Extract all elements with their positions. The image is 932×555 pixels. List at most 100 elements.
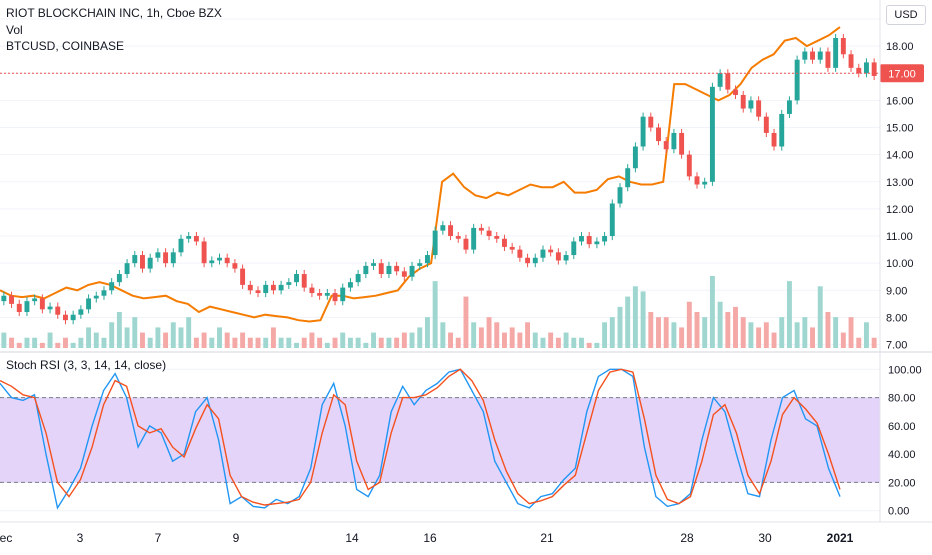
volume-bar — [332, 337, 338, 348]
volume-bar — [1, 332, 7, 348]
candle-body — [378, 263, 384, 275]
candle-body — [47, 306, 53, 310]
volume-bar — [810, 327, 815, 348]
volume-legend[interactable]: Vol — [6, 23, 23, 37]
price-tick-label: 11.00 — [886, 231, 913, 243]
candle-body — [309, 287, 315, 294]
candle-body — [440, 225, 446, 231]
candle-body — [55, 306, 61, 315]
currency-button[interactable]: USD — [886, 5, 926, 25]
candlesticks — [1, 33, 877, 325]
candle-body — [132, 255, 138, 264]
candle-body — [748, 100, 754, 109]
candle-body — [756, 100, 762, 117]
candle-body — [563, 255, 569, 261]
volume-bar — [224, 332, 230, 348]
volume-bar — [193, 337, 199, 348]
volume-bar — [494, 322, 500, 348]
volume-bar — [440, 322, 446, 348]
volume-bar — [540, 337, 546, 348]
chart-title[interactable]: RIOT BLOCKCHAIN INC, 1h, Cboe BZX — [6, 6, 222, 20]
volume-bar — [625, 296, 631, 348]
candle-body — [78, 309, 84, 315]
time-tick-label: 7 — [155, 531, 162, 545]
time-tick-label: 21 — [540, 531, 554, 545]
volume-bar — [486, 317, 492, 348]
volume-bar — [317, 337, 323, 348]
candle-body — [332, 293, 338, 302]
candle-body — [609, 203, 615, 237]
volume-bar — [170, 322, 176, 348]
volume-bar — [255, 337, 261, 348]
candle-body — [355, 274, 361, 283]
candle-body — [24, 301, 30, 313]
time-tick-label: 2021 — [827, 531, 854, 545]
volume-bar — [347, 337, 353, 348]
volume-bar — [825, 312, 831, 348]
candle-body — [579, 236, 584, 242]
candle-body — [502, 238, 507, 247]
candle-body — [871, 62, 877, 76]
candle-body — [286, 282, 292, 285]
candle-body — [702, 181, 708, 185]
volume-bar — [817, 286, 823, 348]
price-tick-label: 13.00 — [886, 177, 914, 189]
candle-body — [140, 255, 145, 269]
volume-bar — [871, 337, 877, 348]
candle-body — [525, 257, 531, 264]
candle-body — [224, 257, 230, 264]
time-tick-label: 28 — [680, 531, 694, 545]
candle-body — [686, 154, 692, 177]
price-tick-label: 10.00 — [886, 258, 914, 270]
candle-body — [270, 284, 276, 291]
volume-bar — [733, 306, 738, 348]
volume-bar — [340, 332, 346, 348]
volume-bar — [278, 337, 284, 348]
candle-body — [240, 268, 246, 285]
volume-bar — [101, 337, 107, 348]
volume-bar — [586, 342, 592, 348]
candle-body — [602, 236, 608, 242]
stoch-tick-label: 80.00 — [888, 393, 916, 405]
time-tick-label: ec — [0, 531, 12, 545]
candle-body — [740, 94, 746, 109]
volume-bar — [55, 342, 61, 348]
volume-bar — [740, 317, 746, 348]
time-tick-label: 3 — [77, 531, 84, 545]
volume-bar — [509, 327, 515, 348]
candle-body — [317, 293, 323, 296]
candle-body — [632, 146, 638, 169]
current-price-label: 17.00 — [888, 68, 916, 80]
volume-bar — [648, 312, 654, 348]
candle-body — [863, 62, 869, 74]
candle-body — [278, 284, 284, 291]
volume-bar — [594, 342, 600, 348]
volume-bar — [263, 337, 269, 348]
overlay-legend[interactable]: BTCUSD, COINBASE — [6, 39, 125, 53]
volume-bar — [63, 337, 68, 348]
time-tick-label: 9 — [233, 531, 240, 545]
candle-body — [779, 113, 785, 147]
time-tick-label: 30 — [758, 531, 772, 545]
stoch-rsi-axis: 0.00 20.00 40.00 60.00 80.00 100.00 — [888, 364, 922, 517]
candle-body — [817, 51, 823, 60]
stoch-tick-label: 40.00 — [888, 449, 916, 461]
volume-bar — [771, 332, 777, 348]
volume-bar — [763, 322, 769, 348]
volume-bar — [270, 327, 276, 348]
volume-bar — [178, 327, 184, 348]
volume-bar — [632, 286, 638, 348]
volume-bar — [555, 337, 561, 348]
volume-bar — [725, 312, 731, 348]
volume-bar — [579, 337, 584, 348]
candle-body — [86, 298, 92, 310]
volume-bar — [93, 332, 99, 348]
candle-body — [371, 263, 376, 266]
volume-bar — [232, 337, 238, 348]
candle-body — [471, 227, 477, 250]
volume-bar — [432, 281, 438, 348]
candle-body — [294, 274, 299, 283]
volume-bar — [563, 332, 569, 348]
volume-bar — [286, 337, 292, 348]
